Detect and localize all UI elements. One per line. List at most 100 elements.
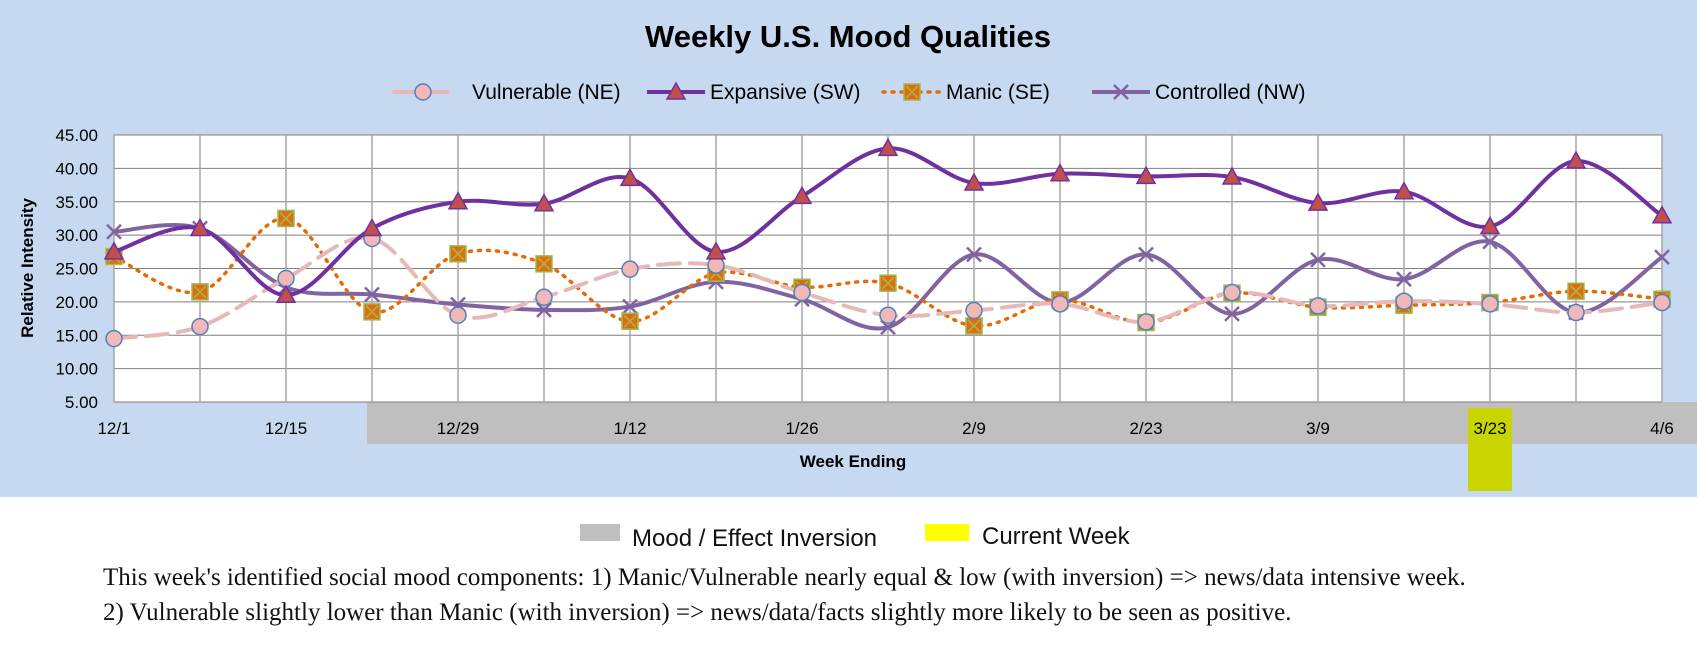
square-marker-cross bbox=[279, 211, 293, 225]
data-point-expansive-sw bbox=[103, 241, 125, 260]
data-point-manic-se bbox=[449, 245, 467, 263]
data-point-vulnerable-ne bbox=[449, 306, 467, 324]
data-point-expansive-sw bbox=[619, 167, 641, 187]
x-tick-label: 3/23 bbox=[1473, 419, 1506, 438]
square-marker-cross bbox=[365, 305, 379, 319]
data-point-controlled-nw bbox=[536, 302, 552, 318]
y-tick-label: 25.00 bbox=[55, 260, 98, 279]
y-tick-label: 5.00 bbox=[65, 393, 98, 412]
data-point-expansive-sw bbox=[189, 217, 211, 237]
caption: This week's identified social mood compo… bbox=[103, 560, 1693, 630]
data-point-expansive-sw bbox=[791, 185, 813, 205]
y-tick-label: 45.00 bbox=[55, 126, 98, 145]
data-point-vulnerable-ne bbox=[277, 269, 295, 288]
data-point-vulnerable-ne bbox=[535, 288, 553, 306]
data-point-vulnerable-ne bbox=[1137, 313, 1155, 331]
data-point-expansive-sw bbox=[275, 284, 297, 303]
x-tick-label: 12/15 bbox=[265, 419, 308, 438]
square-marker-cross bbox=[905, 85, 919, 99]
data-point-expansive-sw bbox=[877, 137, 899, 157]
series-lines bbox=[103, 137, 1673, 348]
data-point-controlled-nw bbox=[622, 298, 638, 315]
data-point-vulnerable-ne bbox=[191, 317, 209, 336]
inversion-swatch bbox=[580, 524, 620, 541]
current-week-swatch bbox=[925, 524, 969, 541]
legend-marker-manic-se bbox=[903, 83, 921, 101]
data-point-vulnerable-ne bbox=[965, 301, 983, 320]
data-point-vulnerable-ne bbox=[1223, 283, 1241, 302]
data-point-vulnerable-ne bbox=[1309, 297, 1327, 315]
y-tick-label: 30.00 bbox=[55, 226, 98, 245]
current-week-marker bbox=[1468, 408, 1512, 491]
shading-key: Mood / Effect Inversion Current Week bbox=[580, 523, 1131, 552]
legend: Vulnerable (NE) Expansive (SW) Manic (SE) C… bbox=[392, 81, 1306, 104]
data-point-vulnerable-ne bbox=[105, 329, 123, 348]
data-point-expansive-sw bbox=[1135, 165, 1157, 185]
x-tick-label: 1/12 bbox=[613, 419, 646, 438]
legend-label-manic-se: Manic (SE) bbox=[946, 81, 1050, 104]
data-point-expansive-sw bbox=[705, 241, 727, 260]
y-axis-title: Relative Intensity bbox=[18, 198, 37, 338]
data-point-expansive-sw bbox=[1651, 205, 1673, 224]
x-tick-label: 1/26 bbox=[785, 419, 818, 438]
data-point-vulnerable-ne bbox=[1051, 295, 1069, 313]
data-point-vulnerable-ne bbox=[1481, 295, 1499, 313]
data-point-expansive-sw bbox=[1393, 181, 1415, 200]
y-tick-label: 40.00 bbox=[55, 159, 98, 178]
legend-label-expansive-sw: Expansive (SW) bbox=[710, 81, 861, 104]
square-marker-cross bbox=[881, 276, 895, 290]
data-point-manic-se bbox=[191, 283, 209, 301]
data-point-expansive-sw bbox=[1479, 215, 1501, 235]
caption-line-1: This week's identified social mood compo… bbox=[103, 564, 1466, 591]
data-point-expansive-sw bbox=[361, 217, 383, 237]
legend-label-controlled-nw: Controlled (NW) bbox=[1155, 81, 1306, 104]
inversion-key-label: Mood / Effect Inversion bbox=[632, 525, 877, 552]
legend-marker-vulnerable-ne bbox=[414, 83, 432, 101]
y-axis-tick-labels: 5.00 10.00 15.00 20.00 25.00 30.00 35.00 40.00 4… bbox=[55, 126, 98, 412]
shaded-regions bbox=[367, 402, 1697, 491]
data-point-manic-se bbox=[965, 317, 983, 335]
data-point-controlled-nw bbox=[1310, 251, 1326, 268]
x-tick-label: 4/6 bbox=[1650, 419, 1674, 438]
square-marker-cross bbox=[1569, 284, 1583, 298]
data-point-expansive-sw bbox=[1221, 166, 1243, 185]
data-point-controlled-nw bbox=[966, 246, 982, 263]
series-expansive-sw bbox=[103, 137, 1673, 303]
data-point-controlled-nw bbox=[1138, 246, 1154, 263]
square-marker-cross bbox=[967, 319, 981, 333]
square-marker-cross bbox=[623, 314, 637, 328]
legend-label-vulnerable-ne: Vulnerable (NE) bbox=[472, 81, 621, 104]
y-tick-label: 35.00 bbox=[55, 193, 98, 212]
square-marker-cross bbox=[451, 247, 465, 261]
x-tick-label: 3/9 bbox=[1306, 419, 1330, 438]
square-marker-cross bbox=[537, 257, 551, 271]
data-point-expansive-sw bbox=[1307, 192, 1329, 211]
y-tick-label: 15.00 bbox=[55, 326, 98, 345]
square-marker-cross bbox=[193, 285, 207, 299]
data-point-controlled-nw bbox=[364, 286, 380, 303]
data-point-expansive-sw bbox=[963, 172, 985, 191]
data-point-vulnerable-ne bbox=[621, 260, 639, 278]
x-tick-label: 2/23 bbox=[1129, 419, 1162, 438]
data-point-controlled-nw bbox=[106, 223, 122, 240]
x-tick-label: 12/1 bbox=[97, 419, 130, 438]
chart-title: Weekly U.S. Mood Qualities bbox=[645, 19, 1051, 54]
data-point-vulnerable-ne bbox=[1567, 303, 1585, 322]
data-point-vulnerable-ne bbox=[793, 283, 811, 302]
y-tick-label: 10.00 bbox=[55, 360, 98, 379]
data-point-manic-se bbox=[277, 209, 295, 228]
x-tick-label: 2/9 bbox=[962, 419, 986, 438]
legend-marker-controlled-nw bbox=[1113, 84, 1129, 100]
caption-line-2: 2) Vulnerable slightly lower than Manic … bbox=[103, 599, 1292, 626]
data-point-controlled-nw bbox=[1482, 233, 1498, 250]
data-point-expansive-sw bbox=[1049, 163, 1071, 182]
x-axis-tick-labels: 12/1 12/15 12/29 1/12 1/26 2/9 2/23 3/9 3/23 4/6 bbox=[97, 419, 1673, 438]
x-axis-title: Week Ending bbox=[800, 452, 906, 471]
data-point-vulnerable-ne bbox=[1653, 293, 1671, 312]
legend-marker-expansive-sw bbox=[665, 81, 687, 100]
data-point-controlled-nw bbox=[1224, 306, 1240, 322]
data-point-manic-se bbox=[621, 312, 639, 330]
data-point-controlled-nw bbox=[1654, 249, 1670, 266]
y-tick-label: 20.00 bbox=[55, 293, 98, 312]
